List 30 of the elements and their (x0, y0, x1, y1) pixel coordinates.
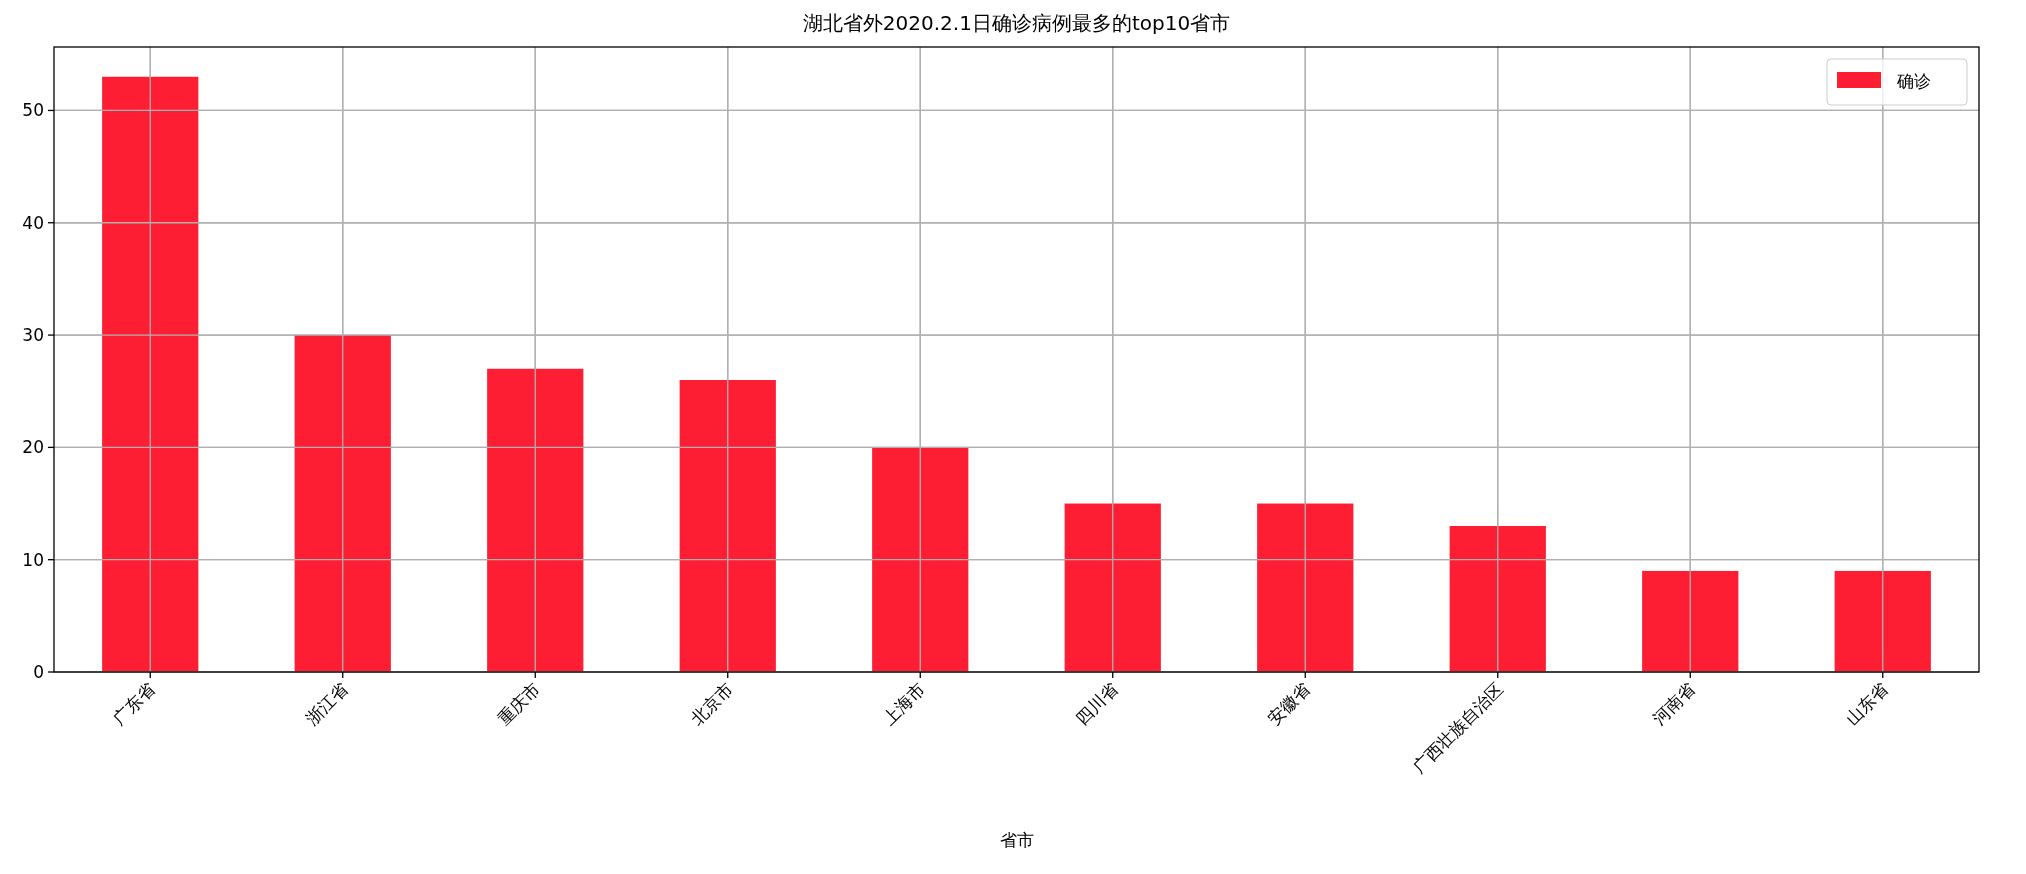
x-tick-label: 北京市 (686, 678, 737, 729)
y-tick-label: 10 (22, 549, 44, 570)
bar (1642, 570, 1739, 672)
y-tick-label: 0 (33, 662, 44, 682)
x-tick-label: 广东省 (108, 678, 160, 729)
bar (1257, 503, 1354, 672)
bar (294, 335, 391, 672)
x-tick-label: 安徽省 (1263, 678, 1315, 729)
x-tick-label: 四川省 (1071, 678, 1122, 729)
x-tick-label: 上海市 (878, 678, 930, 729)
y-tick-label: 20 (22, 437, 44, 458)
x-tick-label: 重庆市 (493, 678, 545, 729)
legend-label: 确诊 (1896, 71, 1931, 91)
y-tick-label: 40 (22, 212, 44, 233)
bar (679, 380, 776, 672)
x-tick-label: 广西壮族自治区 (1408, 678, 1507, 777)
bar (487, 368, 584, 672)
y-tick-label: 30 (22, 325, 44, 346)
y-tick-label: 50 (22, 100, 44, 121)
legend: 确诊 (1826, 58, 1968, 106)
bar (1064, 503, 1161, 672)
x-tick-label: 河南省 (1648, 678, 1700, 729)
bar (872, 447, 969, 672)
bar (102, 76, 199, 672)
x-axis-title: 省市 (999, 830, 1034, 850)
x-tick-label: 浙江省 (301, 678, 352, 729)
bar (1834, 570, 1931, 672)
chart-title: 湖北省外2020.2.1日确诊病例最多的top10省市 (802, 11, 1231, 35)
bar (1449, 526, 1546, 672)
x-tick-label: 山东省 (1841, 678, 1892, 729)
